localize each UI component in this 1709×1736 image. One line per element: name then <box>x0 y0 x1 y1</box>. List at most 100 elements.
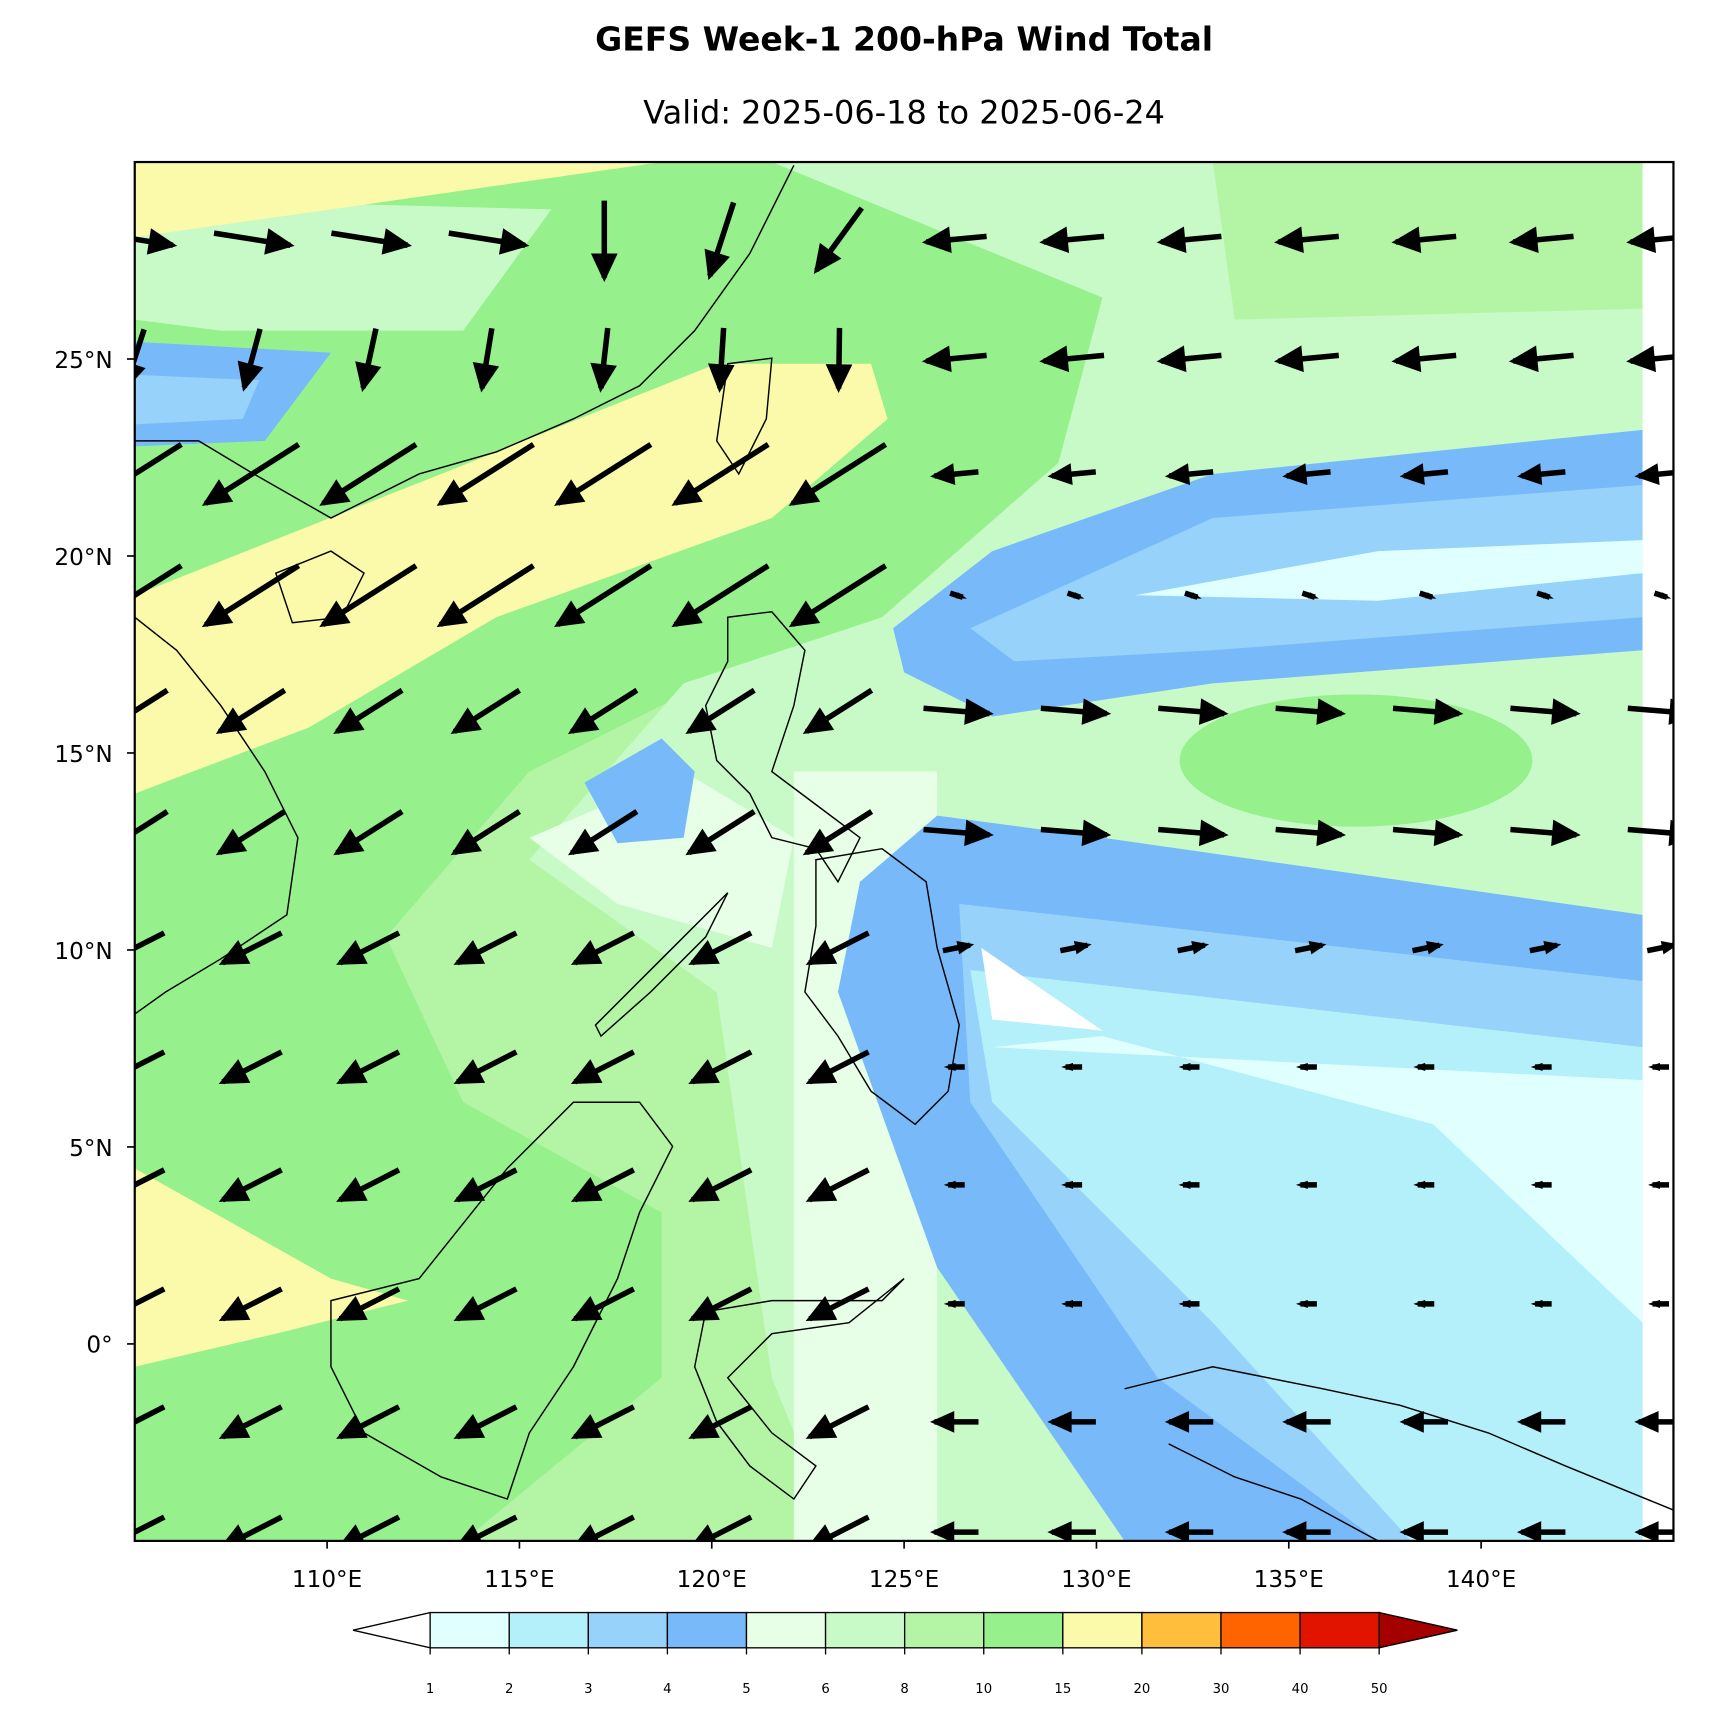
coastline <box>804 847 960 1126</box>
wind-arrow-head <box>805 1059 838 1084</box>
colorbar-tick-label: 4 <box>663 1682 671 1697</box>
colorbar-bin <box>824 1611 906 1649</box>
coastline <box>274 550 365 624</box>
wind-arrow-head <box>436 479 468 506</box>
wind-arrow-head <box>1516 1521 1542 1541</box>
wind-arrow-head <box>671 600 703 628</box>
wind-arrow-shaft <box>580 1514 636 1541</box>
wind-arrow-head <box>688 940 720 965</box>
wind-arrow-head <box>1634 1410 1659 1433</box>
wind-arrow-head <box>1660 940 1674 955</box>
x-tick-label: 110°E <box>292 1567 362 1593</box>
wind-arrow-head <box>218 1177 251 1202</box>
wind-arrow-head <box>570 1296 603 1321</box>
wind-arrow-head <box>264 228 295 255</box>
colorbar-tick-label: 6 <box>821 1682 829 1697</box>
wind-arrow-head <box>1551 819 1581 847</box>
wind-arrow-head <box>450 707 482 734</box>
wind-arrow-head <box>1164 463 1191 486</box>
wind-arrow-head <box>805 940 838 965</box>
wind-arrow-head <box>98 707 129 734</box>
wind-arrow-head <box>570 1059 603 1084</box>
colorbar-tick-label: 40 <box>1292 1682 1309 1697</box>
wind-arrow-head <box>964 698 994 725</box>
x-tick-label: 140°E <box>1446 1567 1516 1593</box>
wind-arrow-head <box>101 1524 133 1549</box>
wind-arrow-head <box>930 1521 955 1541</box>
wind-arrow-head <box>570 1177 603 1202</box>
wind-arrow-head <box>1039 345 1070 373</box>
wind-arrow-head <box>215 707 248 734</box>
wind-arrow-head <box>215 828 248 856</box>
wind-arrow-head <box>590 253 618 283</box>
wind-arrow-head <box>1061 1299 1074 1309</box>
contour-region <box>134 162 662 237</box>
x-tick-label: 120°E <box>677 1567 747 1593</box>
wind-arrow-head <box>964 819 994 847</box>
wind-arrow-head <box>1178 1299 1191 1309</box>
colorbar-tick-label: 1 <box>426 1682 434 1697</box>
wind-arrow-head <box>336 940 368 965</box>
wind-arrow-head <box>218 940 251 965</box>
wind-arrow-head <box>943 1062 956 1072</box>
colorbar-bin <box>508 1611 589 1649</box>
wind-arrow-head <box>336 1296 368 1321</box>
wind-arrow-head <box>498 228 530 255</box>
contour-region <box>1135 540 1643 601</box>
wind-arrow-head <box>570 940 603 965</box>
wind-arrow-head <box>1178 1062 1191 1072</box>
colorbar-tick-label: 20 <box>1133 1682 1150 1697</box>
wind-arrow-shaft <box>134 1404 166 1425</box>
wind-arrow-head <box>577 1524 599 1541</box>
wind-arrow-head <box>805 1177 838 1202</box>
wind-arrow-head <box>1626 345 1656 373</box>
wind-arrow-head <box>218 1059 251 1084</box>
wind-arrow-head <box>453 940 486 965</box>
wind-arrow-head <box>930 1410 955 1433</box>
wind-arrow-head <box>1198 819 1229 847</box>
wind-arrow-shaft <box>134 1286 166 1308</box>
wind-arrow-shaft <box>815 1514 870 1541</box>
y-tick-label: 20°N <box>54 545 112 571</box>
wind-arrow-head <box>355 361 382 393</box>
wind-arrow-head <box>101 1296 133 1321</box>
wind-arrow-head <box>688 1296 720 1321</box>
wind-arrow-head <box>802 707 835 734</box>
coastline <box>715 357 773 476</box>
wind-arrow-head <box>342 1524 365 1541</box>
wind-arrow-head <box>1399 1410 1424 1433</box>
wind-arrow-head <box>319 479 351 506</box>
wind-arrow-head <box>1433 819 1464 847</box>
y-tick-label: 15°N <box>54 742 112 768</box>
wind-arrow-head <box>1399 1521 1424 1541</box>
wind-arrow-head <box>1516 1410 1542 1433</box>
coastline <box>1124 1366 1674 1541</box>
wind-arrow-head <box>1413 1299 1426 1309</box>
wind-arrow-shaft <box>1627 705 1674 715</box>
wind-arrow-head <box>788 600 821 628</box>
wind-arrow-head <box>1039 226 1070 254</box>
x-tick-label: 130°E <box>1061 1567 1131 1593</box>
wind-arrow-head <box>1425 940 1444 955</box>
wind-arrow-shaft <box>228 1514 283 1541</box>
wind-arrow-head <box>1081 819 1112 847</box>
colorbar-tick-label: 8 <box>900 1682 908 1697</box>
wind-arrow-head <box>333 707 365 734</box>
wind-arrow-head <box>450 828 482 856</box>
y-tick-label: 5°N <box>69 1136 113 1162</box>
wind-arrow-head <box>1413 1180 1426 1189</box>
wind-arrow-head <box>1061 1062 1074 1072</box>
colorbar-bin <box>666 1611 748 1649</box>
contour-region <box>529 771 794 948</box>
colorbar-bin <box>903 1611 985 1649</box>
wind-arrow-head <box>201 600 234 628</box>
wind-arrow-head <box>568 707 600 734</box>
wind-arrow-head <box>1061 1180 1074 1189</box>
y-tick-label: 0° <box>86 1333 112 1359</box>
wind-arrow-head <box>1433 698 1464 725</box>
wind-arrow-head <box>554 600 586 628</box>
x-tick-label: 125°E <box>869 1567 939 1593</box>
wind-arrow-head <box>1295 1180 1308 1189</box>
title: GEFS Week-1 200-hPa Wind Total <box>595 20 1213 59</box>
